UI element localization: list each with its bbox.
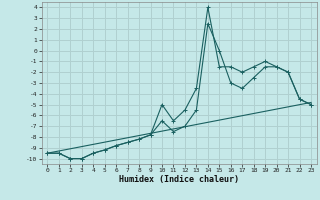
- X-axis label: Humidex (Indice chaleur): Humidex (Indice chaleur): [119, 175, 239, 184]
